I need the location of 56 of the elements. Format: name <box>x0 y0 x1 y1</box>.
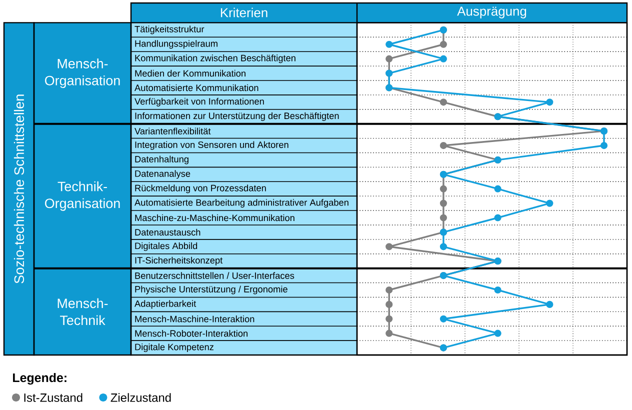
y-tick-label: Digitales Abbild <box>135 242 198 251</box>
point <box>546 200 554 207</box>
point <box>494 214 502 222</box>
text: Kriterien <box>220 8 268 18</box>
y-tick-label: Adaptierbarkeit <box>134 300 196 309</box>
point <box>546 98 554 106</box>
point <box>440 185 447 192</box>
point <box>494 286 502 294</box>
point <box>440 214 447 222</box>
legend-title: Legende: <box>13 372 66 385</box>
y-tick-label: Datenaustausch <box>135 228 200 236</box>
point <box>494 330 502 337</box>
y-tick-label: Benutzerschnittstellen / User-Interfaces <box>135 272 294 279</box>
y-tick-label: Handlungsspielraum <box>135 40 218 49</box>
legend-label: Zielzustand <box>110 393 171 402</box>
y-tick-label: Verfügbarkeit von Informationen <box>134 98 264 106</box>
y-tick-label: Digitale Kompetenz <box>135 344 214 352</box>
y-tick-label: Physische Unterstützung / Ergonomie <box>135 286 288 294</box>
point <box>494 185 502 192</box>
x-axis-title: Ausprägung <box>457 6 526 18</box>
point <box>386 330 393 337</box>
point <box>386 243 393 250</box>
text: Mensch-Technik <box>58 298 108 326</box>
y-tick-label: Rückmeldung von Prozessdaten <box>135 184 266 194</box>
point <box>386 55 393 62</box>
point <box>600 142 608 150</box>
y-tick-label: Kommunikation zwischen Beschäftigten <box>135 54 296 64</box>
text: Technik-Organisation <box>45 181 120 211</box>
y-tick-label: Variantenflexibilität <box>134 128 211 134</box>
legend-label: Ist-Zustand <box>24 393 82 402</box>
text: Mensch-Organisation <box>45 58 120 88</box>
point <box>386 286 393 294</box>
point <box>546 300 554 308</box>
point <box>440 315 447 322</box>
y-tick-label: Tätigkeitsstruktur <box>134 26 204 34</box>
point <box>440 200 447 207</box>
point <box>386 315 393 322</box>
y-tick-label: Datenanalyse <box>135 170 190 179</box>
point <box>386 40 393 48</box>
point <box>386 300 393 308</box>
point <box>440 142 447 150</box>
y-tick-label: Automatisierte Bearbeitung administrativer Aufgaben <box>134 199 348 208</box>
y-tick-label: Informationen zur Unterstützung der Beschäftigten <box>135 112 339 121</box>
point <box>440 243 447 250</box>
y-tick-label: IT-Sicherheitskonzept <box>135 256 223 266</box>
y-tick-label: Datenhaltung <box>135 156 188 164</box>
point <box>440 40 447 48</box>
y-tick-label: Mensch-Roboter-Interaktion <box>135 330 248 337</box>
point <box>440 55 447 62</box>
text: Sozio-technische Schnittstellen <box>14 94 24 284</box>
y-tick-label: Mensch-Maschine-Interaktion <box>135 316 254 322</box>
y-tick-label: Medien der Kommunikation <box>135 70 246 77</box>
y-tick-label: Automatisierte Kommunikation <box>134 84 258 92</box>
y-tick-label: Maschine-zu-Maschine-Kommunikation <box>135 214 294 222</box>
y-tick-label: Integration von Sensoren und Aktoren <box>135 141 288 150</box>
point <box>440 98 447 106</box>
